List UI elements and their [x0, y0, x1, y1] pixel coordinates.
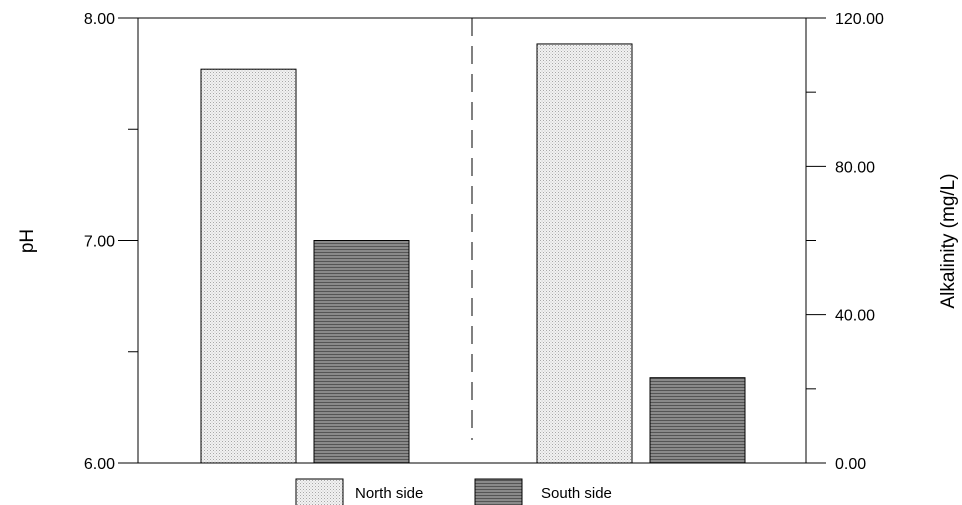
legend-label-south: South side	[541, 485, 612, 502]
bar-alkalinity-south-side	[649, 377, 746, 464]
left-tick-label: 8.00	[84, 11, 115, 28]
right-tick-label: 80.00	[835, 159, 875, 176]
y-axis-title-right: Alkalinity (mg/L)	[938, 173, 959, 308]
legend: North side South side	[295, 478, 612, 505]
right-tick-label: 120.00	[835, 11, 884, 28]
bar-ph-south-side	[313, 240, 410, 464]
right-tick-label: 40.00	[835, 308, 875, 325]
legend-swatch-south	[474, 478, 523, 505]
bars	[200, 43, 746, 464]
legend-swatch-north	[295, 478, 344, 505]
right-axis-ticks: 0.00 40.00 80.00 120.00	[806, 11, 884, 473]
bar-ph-north-side	[200, 68, 297, 464]
right-tick-label: 0.00	[835, 456, 866, 473]
left-tick-label: 6.00	[84, 456, 115, 473]
left-tick-label: 7.00	[84, 234, 115, 251]
legend-label-north: North side	[355, 485, 423, 502]
bar-alkalinity-north-side	[536, 43, 633, 464]
left-axis-ticks: 6.00 7.00 8.00	[84, 11, 138, 473]
y-axis-title-left: pH	[17, 229, 38, 253]
